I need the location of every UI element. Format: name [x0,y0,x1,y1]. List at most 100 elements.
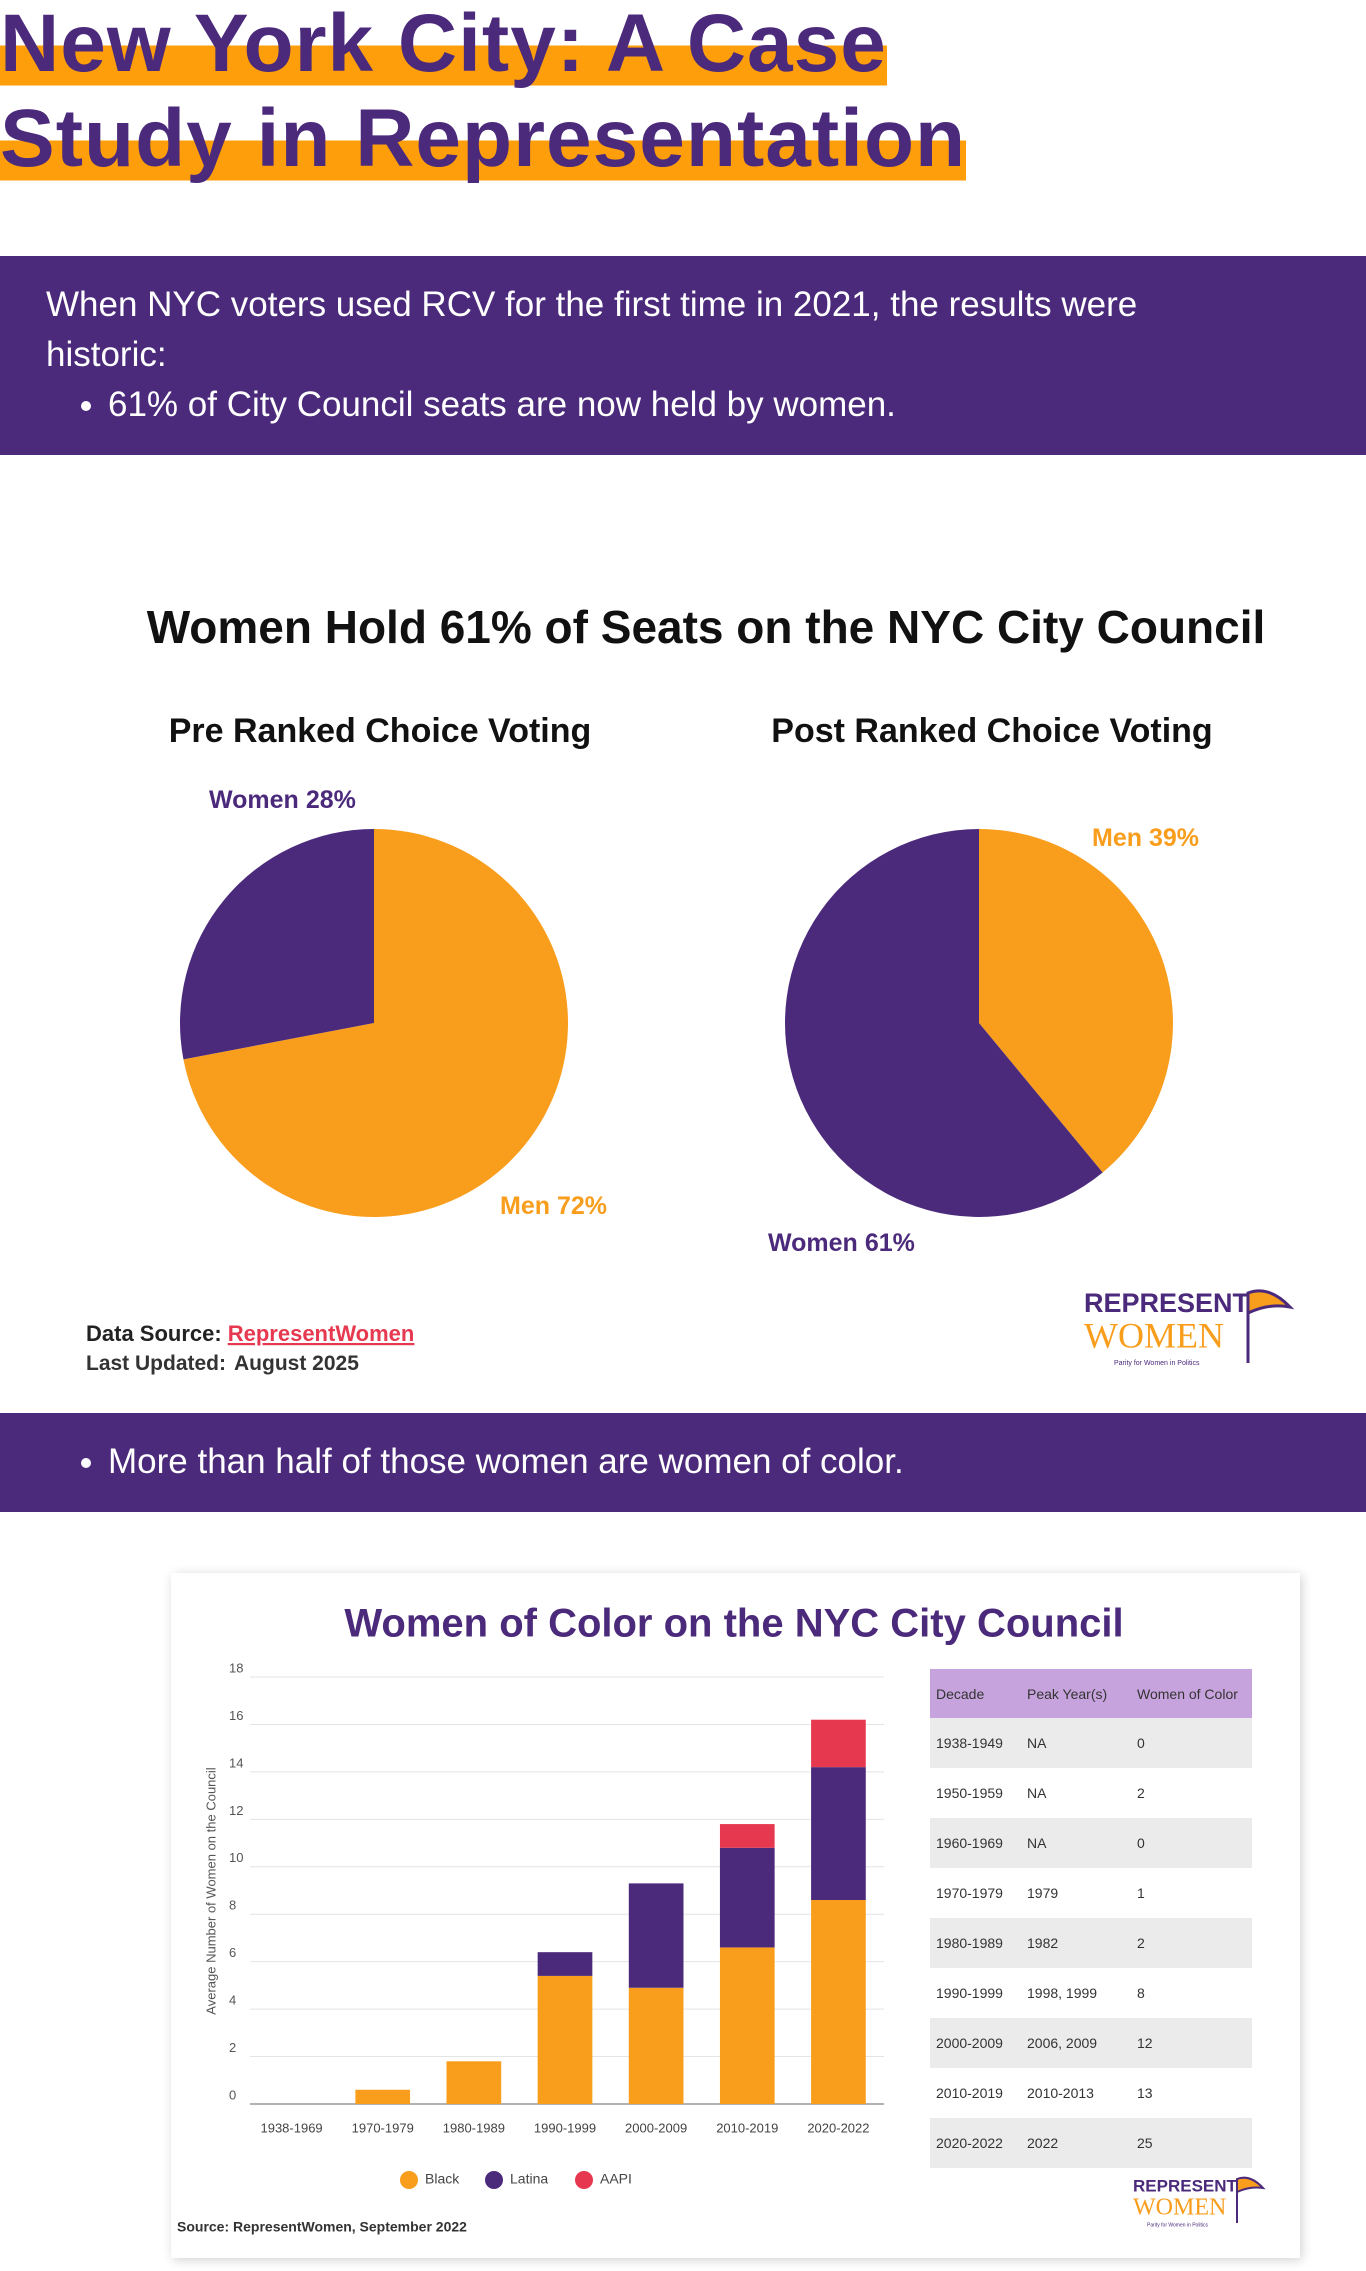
data-table: Decade Peak Year(s) Women of Color 1938-194… [930,1669,1252,2168]
logo-bottom: WOMEN [1084,1315,1224,1355]
logo-top: REPRESENT [1084,1288,1250,1318]
intro-list: 61% of City Council seats are now held b… [46,380,1366,430]
logo-tagline: Parity for Women in Politics [1114,1360,1200,1367]
y-tick-label: 4 [229,1993,236,2008]
y-tick-label: 0 [229,2087,236,2102]
table-cell: 12 [1131,2018,1252,2068]
bar-segment [811,1899,866,2104]
x-tick-label: 1990-1999 [534,2120,596,2135]
x-tick-label: 1970-1979 [352,2120,414,2135]
y-axis-label: Average Number of Women on the Council [203,1767,218,2014]
pie-section: Women Hold 61% of Seats on the NYC City … [86,601,1295,1375]
chart-card: REPRESENT WOMEN Parity for Women in Poli… [171,1573,1300,2258]
table-header-cell: Decade [930,1669,1021,1718]
x-tick-label: 2010-2019 [716,2120,778,2135]
table-cell: 25 [1131,2118,1252,2168]
table-cell: 13 [1137,2085,1153,2101]
table-header-cell: Peak Year(s) [1021,1669,1131,1718]
table-cell: 1980-1989 [930,1918,1021,1968]
table-cell: 2010-2013 [1027,2085,1094,2101]
source-link[interactable]: RepresentWomen [228,1321,415,1346]
table-cell: 2 [1131,1918,1252,1968]
table-cell: 1970-1979 [936,1885,1003,1901]
table-row: 1938-1949 NA 0 [930,1718,1252,1768]
section-title: Women Hold 61% of Seats on the NYC City … [147,601,1266,653]
slice-category: Women [768,1229,858,1257]
x-tick-label: 1980-1989 [443,2120,505,2135]
table-row: 2000-2009 2006, 2009 12 [930,2018,1252,2068]
slice-label: Men 72% [500,1192,607,1220]
updated-line: Last Updated: August 2025 [86,1352,359,1375]
chart-source: Source: RepresentWomen, September 2022 [177,2219,467,2235]
table-cell: 1990-1999 [936,1985,1003,2001]
slice-label: Men 39% [1092,824,1199,852]
table-cell: 2020-2022 [930,2118,1021,2168]
legend-label: Latina [510,2171,548,2187]
bullet-band: More than half of those women are women … [0,1413,1366,1512]
source-label: Data Source: [86,1321,222,1346]
intro-band: When NYC voters used RCV for the first t… [0,256,1366,455]
chart-title: Women of Color on the NYC City Council [344,1602,1123,1646]
pie-title: Post Ranked Choice Voting [771,712,1212,750]
x-tick-label: 2020-2022 [807,2120,869,2135]
bar-segment [355,2089,411,2104]
y-tick-label: 2 [229,2040,236,2055]
table-cell: 1979 [1027,1885,1059,1901]
table-row: 1970-1979 1979 1 [930,1868,1252,1918]
bar-segment [537,1975,593,2104]
pie-slice [179,829,374,1060]
bar-segment [719,1847,775,1948]
bar-chart: REPRESENT WOMEN Parity for Women in Poli… [177,1602,1266,2235]
table-cell: 8 [1137,1985,1145,2001]
x-tick-label: 1938-1969 [260,2120,322,2135]
y-tick-label: 16 [229,1708,243,1723]
table-row: 2020-2022 2022 25 [930,2118,1252,2168]
slice-label: Women 61% [768,1229,915,1257]
bar-segment [811,1767,866,1900]
table-cell: 1982 [1021,1918,1131,1968]
logo-small: REPRESENT WOMEN Parity for Women in Poli… [1133,2176,1266,2228]
intro-text: When NYC voters used RCV for the first t… [46,285,1138,374]
page-title: New York City: A Case Study in Represent… [0,0,1140,186]
table-cell: 0 [1131,1718,1252,1768]
x-tick-label: 2000-2009 [625,2120,687,2135]
updated-label: Last Updated: [86,1352,226,1375]
slice-category: Women [209,786,299,814]
table-cell: 1998, 1999 [1027,1985,1098,2001]
y-tick-label: 18 [229,1660,243,1675]
logo-top: REPRESENT [1133,2176,1238,2195]
pie-slice [784,829,1103,1217]
logo-tagline: Parity for Women in Politics [1147,2222,1209,2228]
table-row: 1990-1999 1998, 1999 8 [930,1968,1252,2018]
slice-category: Men [500,1192,550,1220]
table-cell: NA [1021,1818,1131,1868]
pie-slice [183,829,568,1217]
updated-date: August 2025 [234,1352,359,1375]
table-cell: 2010-2019 [936,2085,1003,2101]
logo: REPRESENT WOMEN Parity for Women in Poli… [1084,1288,1295,1367]
legend-label: Black [425,2171,460,2187]
slice-value: 72% [557,1192,607,1220]
logo-flag [1236,2176,1266,2223]
bar-segment [446,2061,502,2104]
table-cell: 2000-2009 [930,2018,1021,2068]
table-header-row: Decade Peak Year(s) Women of Color [930,1669,1252,1718]
table-cell: 2006, 2009 [1021,2018,1131,2068]
table-cell: 2 [1137,1785,1145,1801]
legend-swatch [575,2171,593,2189]
pie-slice [979,829,1173,1173]
table-cell: 2022 [1021,2118,1131,2168]
slice-value: 28% [306,786,356,814]
bullet: More than half of those women are women … [108,1437,1366,1487]
slice-label: Women 28% [209,786,356,814]
legend-swatch [400,2171,418,2189]
slice-value: 61% [865,1229,915,1257]
logo-flag [1246,1289,1295,1363]
table-cell: 1938-1949 [930,1718,1021,1768]
slice-value: 39% [1149,824,1199,852]
logo-bottom: WOMEN [1133,2195,1226,2221]
slice-category: Men [1092,824,1142,852]
bar-segment [719,1947,775,2104]
bullet: 61% of City Council seats are now held b… [108,380,1366,430]
